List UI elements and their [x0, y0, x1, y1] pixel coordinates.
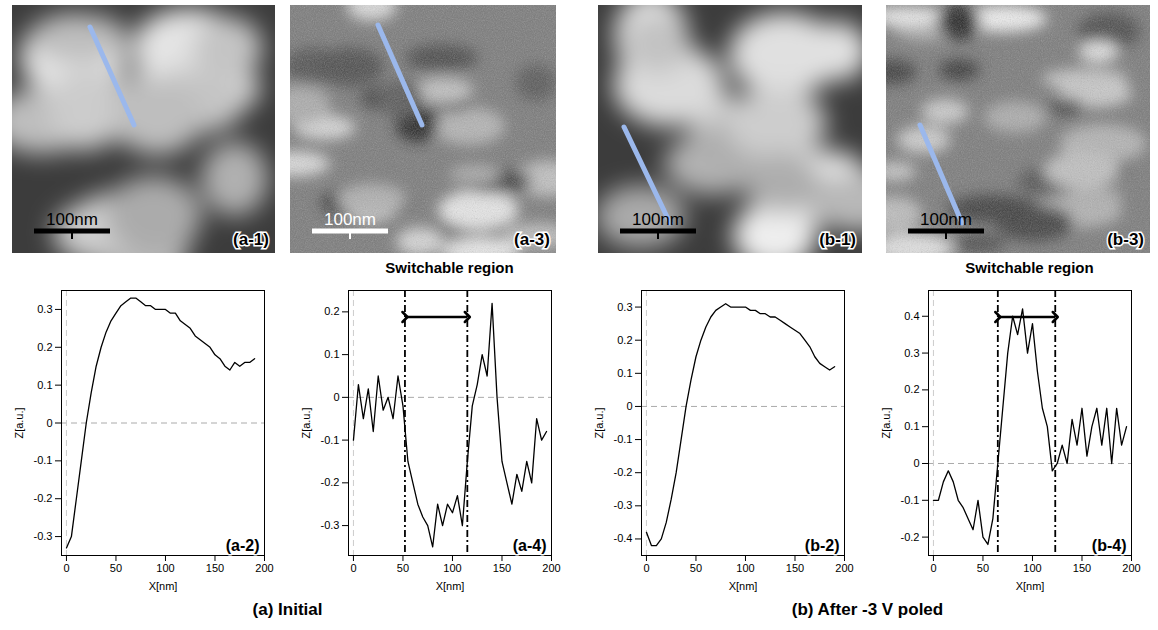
svg-text:Z[a.u.]: Z[a.u.]	[880, 407, 892, 438]
svg-text:-0.2: -0.2	[321, 476, 340, 488]
svg-text:50: 50	[397, 562, 409, 574]
svg-text:0: 0	[350, 562, 356, 574]
svg-text:(b-1): (b-1)	[819, 230, 856, 249]
svg-text:200: 200	[255, 562, 273, 574]
svg-text:150: 150	[493, 562, 511, 574]
svg-text:(b-2): (b-2)	[805, 537, 840, 554]
svg-text:200: 200	[542, 562, 560, 574]
svg-text:100: 100	[156, 562, 174, 574]
svg-text:100nm: 100nm	[324, 210, 376, 229]
svg-text:Z[a.u.]: Z[a.u.]	[13, 407, 25, 438]
html-text:(a) Initial: (a) Initial	[252, 600, 323, 619]
svg-text:0.1: 0.1	[37, 379, 52, 391]
html-text:Switchable region: Switchable region	[385, 259, 514, 276]
svg-text:0: 0	[63, 562, 69, 574]
svg-text:0: 0	[333, 391, 339, 403]
svg-text:-0.3: -0.3	[34, 530, 53, 542]
svg-text:100: 100	[443, 562, 461, 574]
svg-text:0.2: 0.2	[904, 383, 919, 395]
svg-text:0.2: 0.2	[617, 334, 632, 346]
svg-text:100: 100	[1023, 562, 1041, 574]
html-text:(b) After -3 V poled: (b) After -3 V poled	[791, 600, 944, 619]
svg-text:0: 0	[643, 562, 649, 574]
svg-text:-0.1: -0.1	[34, 454, 53, 466]
svg-text:X[nm]: X[nm]	[436, 580, 465, 592]
svg-text:150: 150	[206, 562, 224, 574]
svg-text:-0.1: -0.1	[614, 433, 633, 445]
svg-text:(a-2): (a-2)	[226, 537, 260, 554]
svg-text:0.2: 0.2	[37, 341, 52, 353]
svg-text:-0.2: -0.2	[901, 531, 920, 543]
svg-text:200: 200	[835, 562, 853, 574]
svg-text:0.1: 0.1	[904, 420, 919, 432]
svg-text:(a-3): (a-3)	[514, 230, 550, 249]
svg-text:Z[a.u.]: Z[a.u.]	[593, 407, 605, 438]
svg-text:(a-1): (a-1)	[233, 230, 269, 249]
svg-text:50: 50	[977, 562, 989, 574]
svg-text:(b-4): (b-4)	[1092, 537, 1127, 554]
html-text:Switchable region: Switchable region	[965, 259, 1094, 276]
svg-text:100nm: 100nm	[920, 210, 972, 229]
svg-text:-0.1: -0.1	[901, 494, 920, 506]
svg-text:0.2: 0.2	[324, 305, 339, 317]
svg-text:0: 0	[913, 457, 919, 469]
svg-text:-0.3: -0.3	[321, 519, 340, 531]
svg-text:X[nm]: X[nm]	[729, 580, 758, 592]
svg-text:-0.3: -0.3	[614, 499, 633, 511]
svg-text:100: 100	[736, 562, 754, 574]
svg-text:0.4: 0.4	[904, 310, 919, 322]
svg-text:50: 50	[110, 562, 122, 574]
svg-text:100nm: 100nm	[632, 210, 684, 229]
svg-text:150: 150	[1073, 562, 1091, 574]
svg-text:0: 0	[626, 400, 632, 412]
svg-text:-0.4: -0.4	[614, 532, 633, 544]
svg-text:200: 200	[1122, 562, 1140, 574]
svg-text:0.3: 0.3	[904, 347, 919, 359]
svg-text:0.1: 0.1	[324, 348, 339, 360]
svg-text:X[nm]: X[nm]	[149, 580, 178, 592]
svg-text:150: 150	[786, 562, 804, 574]
svg-text:(b-3): (b-3)	[1107, 230, 1144, 249]
svg-text:X[nm]: X[nm]	[1016, 580, 1045, 592]
svg-text:-0.1: -0.1	[321, 434, 340, 446]
svg-text:0: 0	[930, 562, 936, 574]
svg-text:0.1: 0.1	[617, 367, 632, 379]
svg-text:-0.2: -0.2	[614, 466, 633, 478]
svg-text:Z[a.u.]: Z[a.u.]	[300, 407, 312, 438]
svg-text:(a-4): (a-4)	[513, 537, 547, 554]
svg-text:0: 0	[46, 417, 52, 429]
svg-text:50: 50	[690, 562, 702, 574]
svg-text:100nm: 100nm	[46, 210, 98, 229]
svg-text:0.3: 0.3	[617, 301, 632, 313]
svg-text:0.3: 0.3	[37, 303, 52, 315]
svg-text:-0.2: -0.2	[34, 492, 53, 504]
